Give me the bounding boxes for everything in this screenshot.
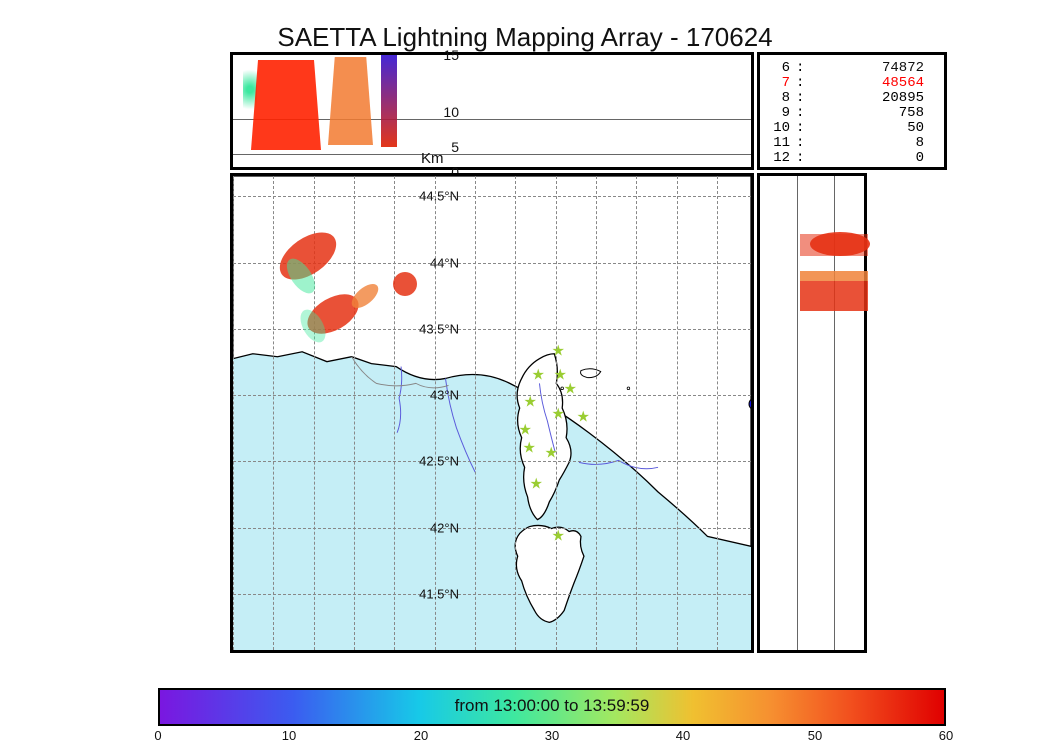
stat-row-7: 7:48564 xyxy=(770,76,934,91)
map-gridline-lon-7.5 xyxy=(435,176,436,650)
stat-row-8: 8:20895 xyxy=(770,91,934,106)
map-ytick-42N: 42°N xyxy=(411,521,459,536)
cb-tick-40: 40 xyxy=(676,728,690,743)
cb-tick-60: 60 xyxy=(939,728,953,743)
station-marker[interactable]: ★ xyxy=(532,369,545,382)
top-ytick-5: 5 xyxy=(433,139,459,155)
map-gridline-lon-6.5 xyxy=(354,176,355,650)
map-ytick-44.5N: 44.5°N xyxy=(411,189,459,204)
cb-tick-30: 30 xyxy=(545,728,559,743)
stat-row-9: 9:758 xyxy=(770,106,934,121)
station-marker[interactable]: ★ xyxy=(552,345,565,358)
station-marker[interactable]: ★ xyxy=(524,396,537,409)
main-geographic-map[interactable]: ★ ★ ★ ★ ★ ★ ★ ★ ★ ★ ★ ★ 5°E 5.5°E 6°E 6.… xyxy=(230,173,754,653)
station-marker[interactable]: ★ xyxy=(564,383,577,396)
station-marker[interactable]: ★ xyxy=(523,442,536,455)
altitude-longitude-panel: Km 15 10 5 0 xyxy=(230,52,754,170)
right-panel-gridline-10km xyxy=(834,176,835,650)
map-gridline-lon-5 xyxy=(233,176,234,650)
map-gridline-lon-6 xyxy=(314,176,315,650)
colorbar-label: from 13:00:00 to 13:59:59 xyxy=(158,696,946,716)
station-marker[interactable]: ★ xyxy=(545,447,558,460)
cb-tick-0: 0 xyxy=(154,728,161,743)
stat-row-11: 11:8 xyxy=(770,136,934,151)
map-gridline-lat-41.5 xyxy=(233,594,751,595)
map-gridline-lon-9.5 xyxy=(596,176,597,650)
chart-title: SAETTA Lightning Mapping Array - 170624 xyxy=(0,22,1050,53)
map-gridline-lon-5.5 xyxy=(273,176,274,650)
top-ytick-10: 10 xyxy=(433,104,459,120)
map-gridline-lon-10 xyxy=(636,176,637,650)
station-marker[interactable]: ★ xyxy=(577,411,590,424)
map-ytick-42.5N: 42.5°N xyxy=(411,454,459,469)
map-gridline-lat-42 xyxy=(233,528,751,529)
top-ytick-15: 15 xyxy=(433,47,459,63)
altitude-distance-scatter xyxy=(760,176,870,656)
map-ytick-43N: 43°N xyxy=(411,388,459,403)
stat-row-6: 6:74872 xyxy=(770,61,934,76)
map-gridline-lat-44 xyxy=(233,263,751,264)
cb-tick-50: 50 xyxy=(808,728,822,743)
map-ytick-41N: 41°N xyxy=(411,653,459,654)
map-ytick-43.5N: 43.5°N xyxy=(411,322,459,337)
scatter-cluster-red-1 xyxy=(251,60,321,150)
scatter-cluster-orange xyxy=(328,57,373,145)
right-panel-gridline-5km xyxy=(797,176,798,650)
map-gridline-lat-43.5 xyxy=(233,329,751,330)
stat-row-12: 12:0 xyxy=(770,151,934,166)
map-ytick-44N: 44°N xyxy=(411,256,459,271)
sea-polygon xyxy=(233,176,751,650)
cb-tick-20: 20 xyxy=(414,728,428,743)
station-marker[interactable]: ★ xyxy=(552,408,565,421)
map-gridline-lon-7 xyxy=(394,176,395,650)
map-gridline-lat-42.5 xyxy=(233,461,751,462)
altitude-distance-panel: 0 5 10 15 Km xyxy=(757,173,867,653)
time-colorbar[interactable]: from 13:00:00 to 13:59:59 0 10 20 30 40 … xyxy=(158,688,946,726)
map-gridline-lon-8 xyxy=(475,176,476,650)
station-marker[interactable]: ★ xyxy=(530,478,543,491)
scatter-cluster-blue-red xyxy=(381,55,397,147)
map-gridline-lon-10.5 xyxy=(677,176,678,650)
map-gridline-lat-43 xyxy=(233,395,751,396)
station-marker[interactable]: ★ xyxy=(552,530,565,543)
map-ytick-41.5N: 41.5°N xyxy=(411,587,459,602)
cb-tick-10: 10 xyxy=(282,728,296,743)
map-gridline-lat-44.5 xyxy=(233,196,751,197)
map-gridline-lon-11 xyxy=(717,176,718,650)
station-marker[interactable]: ★ xyxy=(519,424,532,437)
detection-count-stats-box: 6:74872 7:48564 8:20895 9:758 10:50 11:8… xyxy=(757,52,947,170)
stat-row-10: 10:50 xyxy=(770,121,934,136)
map-gridline-lon-8.5 xyxy=(515,176,516,650)
altitude-gridline-5km xyxy=(233,154,751,155)
